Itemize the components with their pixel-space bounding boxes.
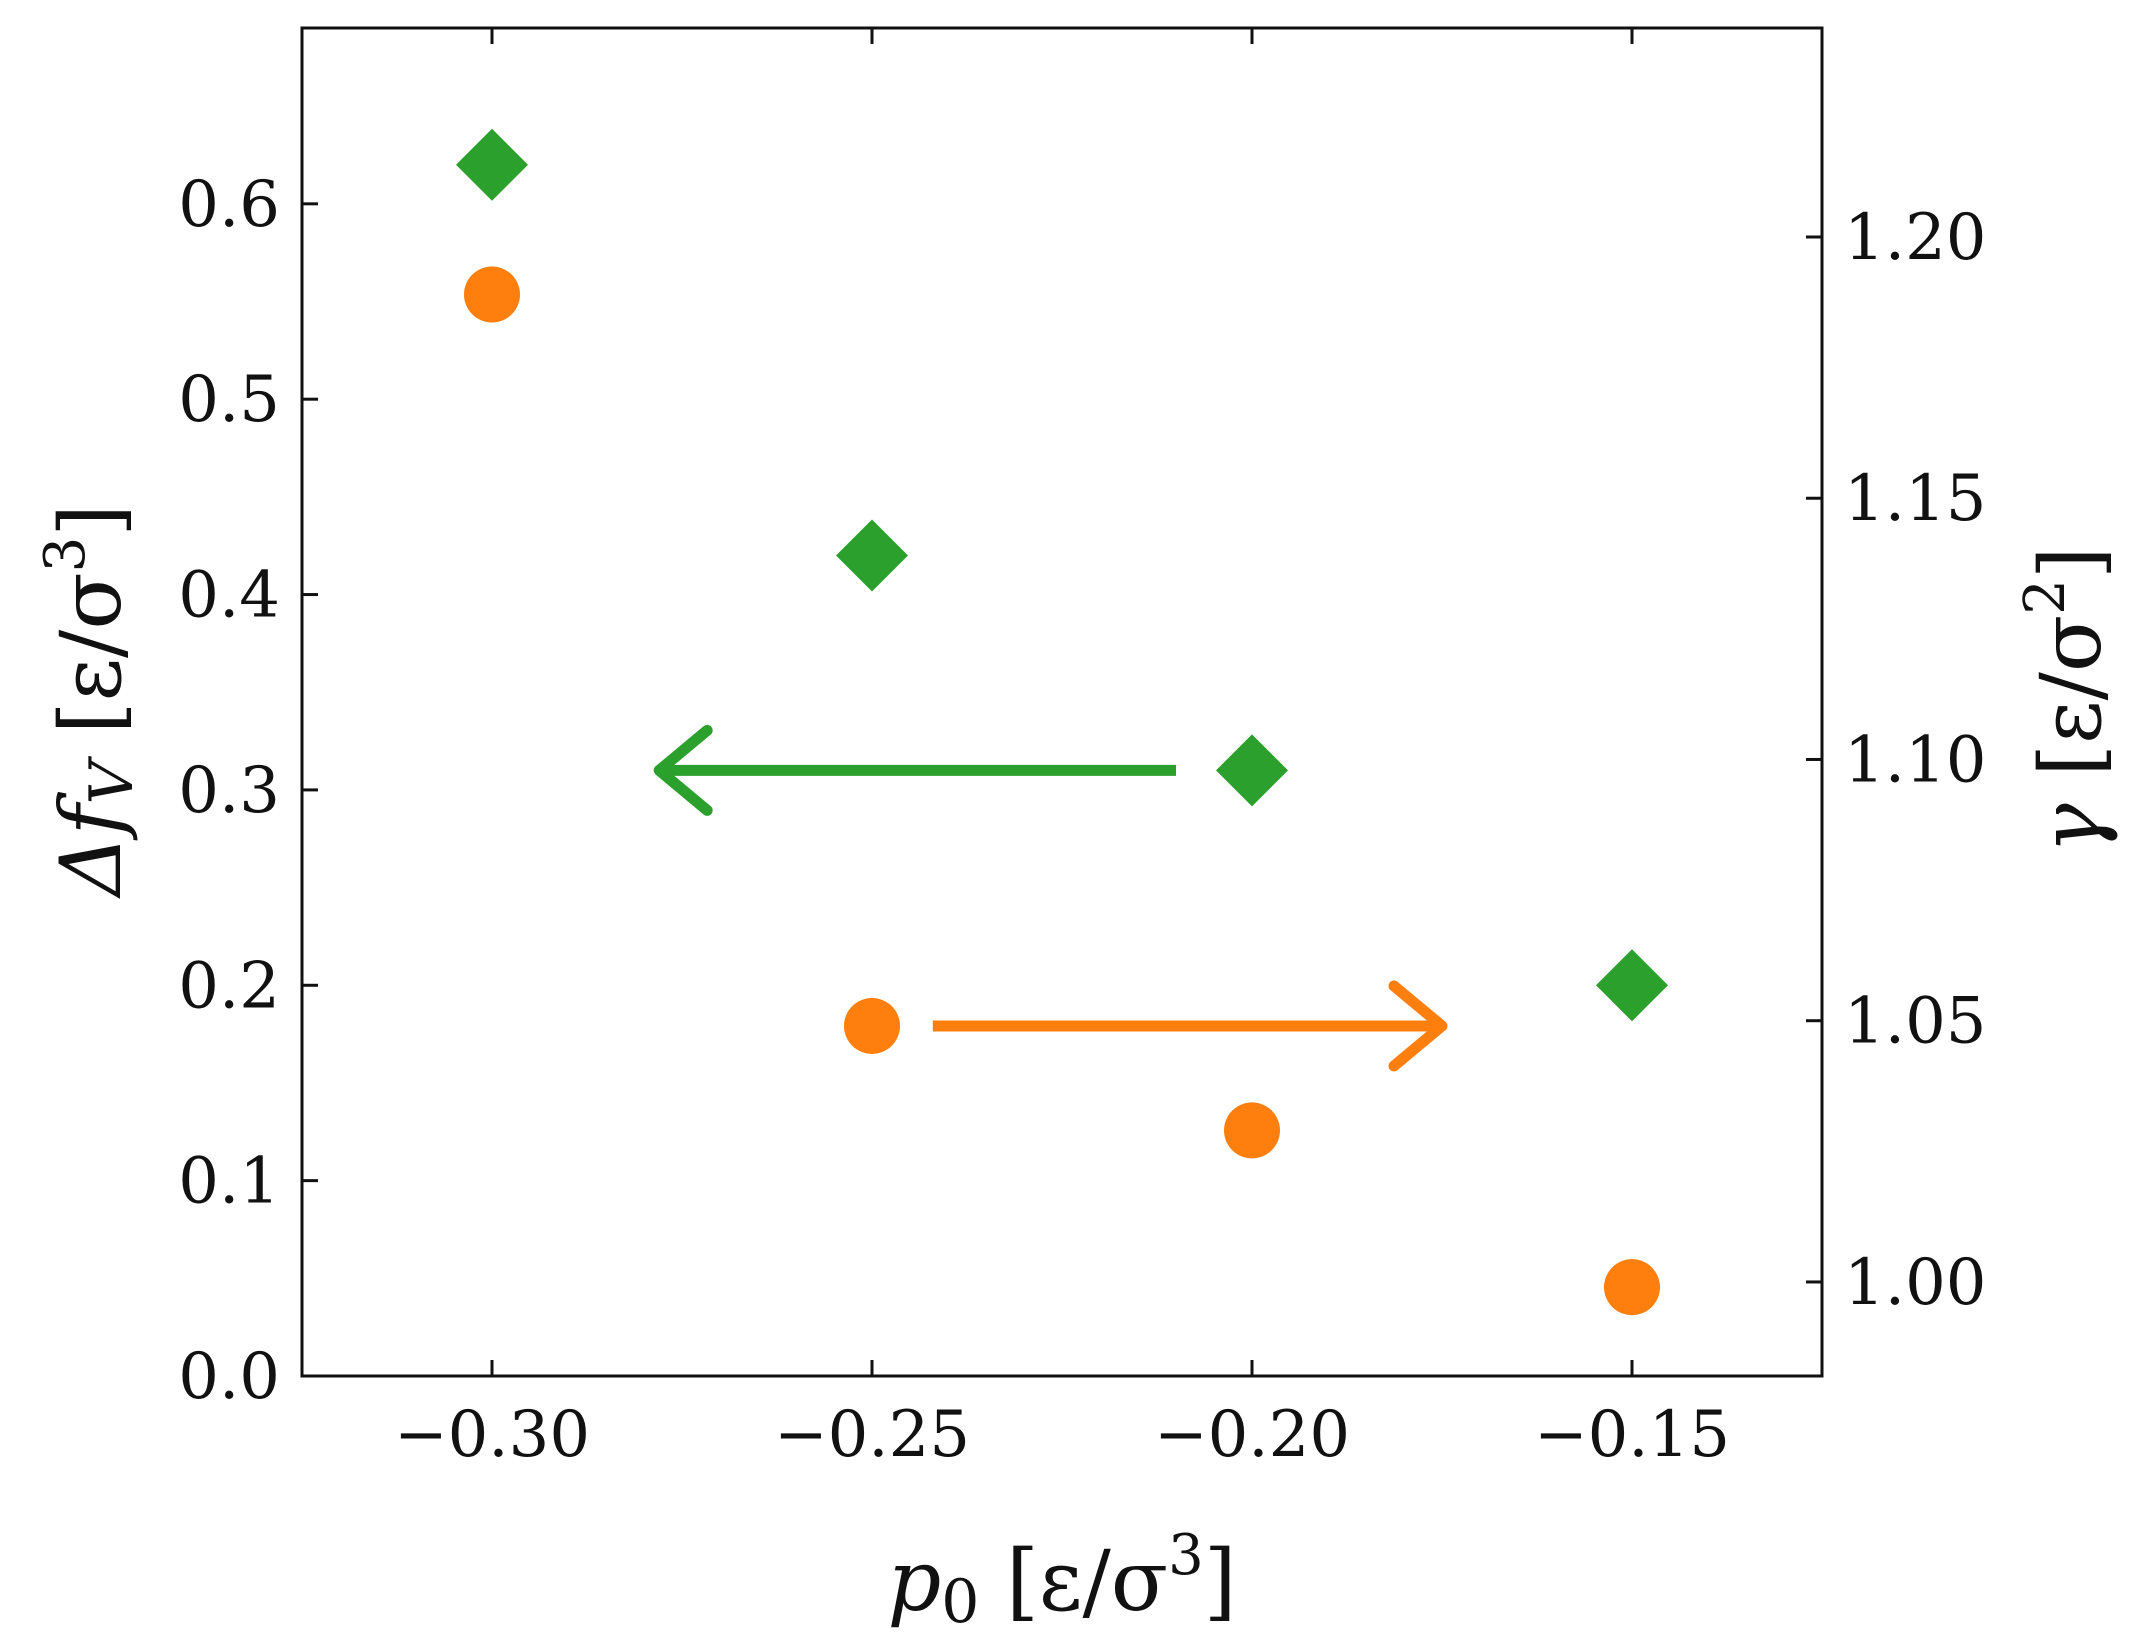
y-right-axis-title: γ [ε/σ2] (2013, 546, 2120, 853)
circle-point (1604, 1259, 1660, 1316)
y-right-tick-label: 1.00 (1844, 1246, 1987, 1320)
y-left-tick-label: 0.6 (178, 168, 280, 242)
x-tick-label: −0.25 (774, 1398, 970, 1472)
y-left-ticks: 0.0 0.1 0.2 0.3 0.4 0.5 0.6 (178, 168, 318, 1414)
y-left-tick-label: 0.4 (178, 559, 280, 633)
x-ticks: −0.30 −0.25 −0.20 −0.15 (394, 28, 1730, 1472)
diamond-point (836, 519, 908, 592)
y-left-tick-label: 0.1 (178, 1145, 280, 1219)
x-tick-label: −0.30 (394, 1398, 590, 1472)
y-right-tick-label: 1.20 (1844, 201, 1987, 275)
y-right-tick-label: 1.05 (1844, 985, 1987, 1059)
y-left-tick-label: 0.3 (178, 754, 280, 828)
y-left-tick-label: 0.5 (178, 363, 280, 437)
y-left-tick-label: 0.2 (178, 949, 280, 1023)
annotation-arrows (653, 724, 1448, 1072)
plot-frame (300, 26, 1824, 1378)
diamond-point (1216, 734, 1288, 807)
y-right-ticks: 1.00 1.05 1.10 1.15 1.20 (1806, 201, 1987, 1320)
x-tick-label: −0.15 (1534, 1398, 1730, 1472)
x-tick-label: −0.20 (1154, 1398, 1350, 1472)
y-left-axis-title: ΔfV [ε/σ3] (33, 504, 147, 899)
x-axis-title: p0 [ε/σ3] (887, 1523, 1236, 1637)
y-right-tick-label: 1.15 (1844, 462, 1987, 536)
arrow-head-left (653, 724, 713, 816)
data-points (456, 128, 1668, 1316)
diamond-point (1596, 949, 1668, 1022)
y-right-tick-label: 1.10 (1844, 723, 1987, 797)
circle-point (1224, 1102, 1280, 1159)
diamond-point (456, 128, 528, 201)
arrow-head-right (1388, 980, 1448, 1072)
circle-point (844, 997, 900, 1054)
circle-point (464, 266, 520, 323)
y-left-tick-label: 0.0 (178, 1340, 280, 1414)
